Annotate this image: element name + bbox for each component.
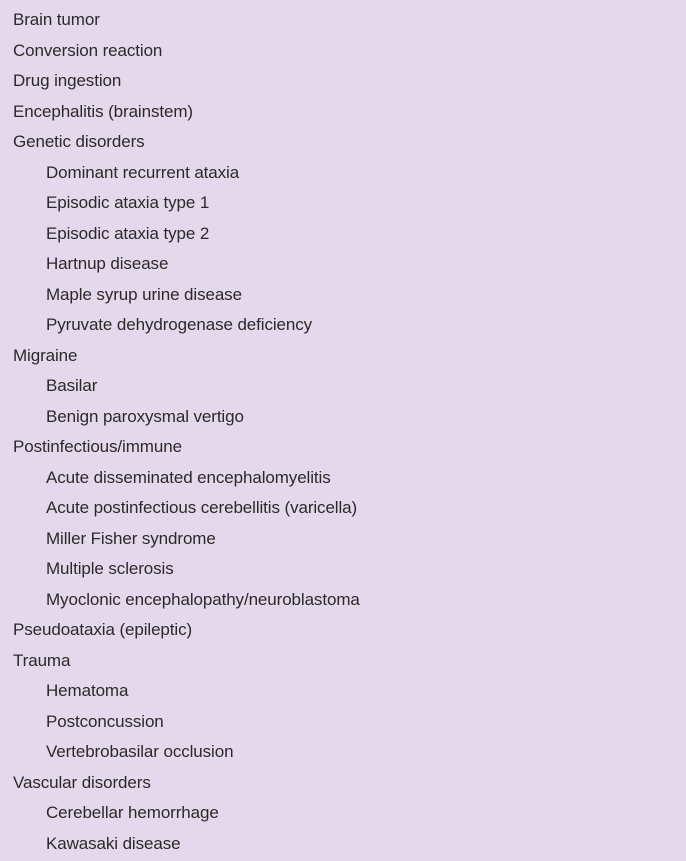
category-item: Postinfectious/immune bbox=[13, 437, 182, 456]
subcategory-item: Episodic ataxia type 1 bbox=[46, 193, 210, 212]
subcategory-item: Miller Fisher syndrome bbox=[46, 528, 216, 548]
subcategory-item: Maple syrup urine disease bbox=[46, 284, 242, 304]
category-item: Vascular disorders bbox=[13, 772, 151, 792]
subcategory-item: Acute disseminated encephalomyelitis bbox=[46, 467, 331, 487]
category-item: Conversion reaction bbox=[13, 40, 163, 60]
subcategory-item: Acute postinfectious cerebellitis (varic… bbox=[46, 498, 358, 517]
subcategory-item: Hematoma bbox=[46, 681, 129, 700]
subcategory-item: Dominant recurrent ataxia bbox=[46, 162, 240, 182]
subcategory-item: Myoclonic encephalopathy/neuroblastoma bbox=[46, 589, 360, 609]
subcategory-item: Multiple sclerosis bbox=[46, 559, 174, 578]
category-item: Pseudoataxia (epileptic) bbox=[13, 620, 193, 639]
category-item: Trauma bbox=[13, 650, 71, 670]
condition-list: Brain tumor Conversion reaction Drug inges… bbox=[0, 5, 686, 859]
subcategory-item: Episodic ataxia type 2 bbox=[46, 223, 210, 243]
subcategory-item: Kawasaki disease bbox=[46, 833, 181, 853]
category-item: Brain tumor bbox=[13, 10, 100, 29]
subcategory-item: Basilar bbox=[46, 376, 98, 395]
subcategory-item: Benign paroxysmal vertigo bbox=[46, 406, 244, 426]
subcategory-item: Cerebellar hemorrhage bbox=[46, 803, 219, 822]
subcategory-item: Vertebrobasilar occlusion bbox=[46, 742, 234, 761]
subcategory-item: Hartnup disease bbox=[46, 254, 169, 273]
category-item: Genetic disorders bbox=[13, 132, 145, 151]
category-item: Migraine bbox=[13, 345, 78, 365]
subcategory-item: Pyruvate dehydrogenase deficiency bbox=[46, 315, 313, 334]
subcategory-item: Postconcussion bbox=[46, 711, 164, 731]
category-item: Drug ingestion bbox=[13, 71, 122, 90]
category-item: Encephalitis (brainstem) bbox=[13, 101, 193, 121]
